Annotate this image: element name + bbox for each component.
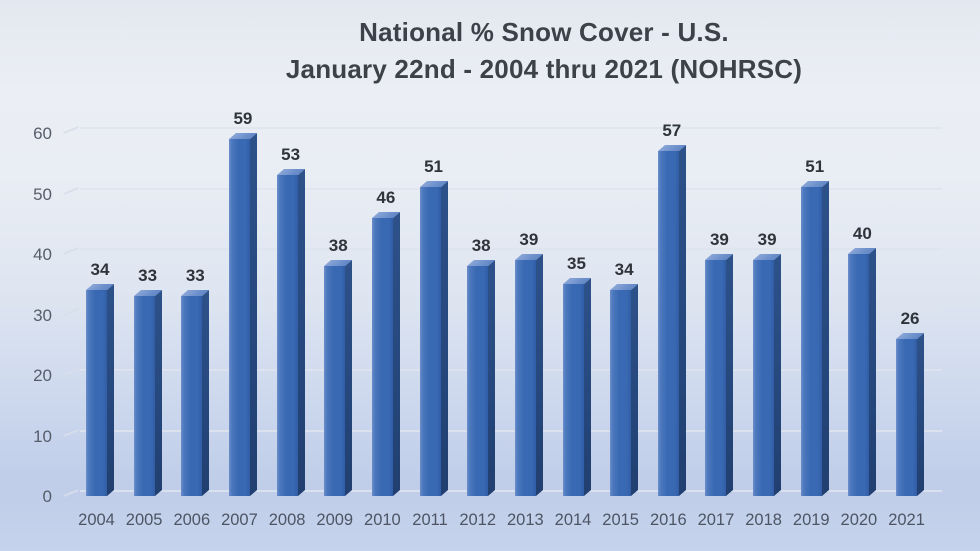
- bar-value-label: 53: [281, 145, 301, 165]
- chart-subtitle: January 22nd - 2004 thru 2021 (NOHRSC): [285, 54, 803, 84]
- bar-2019: [800, 181, 829, 496]
- bar-side-face: [249, 133, 257, 496]
- bar-value-label: 39: [709, 230, 729, 250]
- bar-value-label: 33: [138, 266, 158, 286]
- gridline-depth-stub: [63, 368, 79, 376]
- x-axis-tick-label: 2009: [316, 511, 354, 529]
- bar-2011: [419, 181, 448, 496]
- bar-side-face: [154, 290, 162, 496]
- bar-side-face: [345, 260, 353, 496]
- x-axis-tick-label: 2021: [888, 511, 925, 529]
- bar-side-face: [488, 260, 496, 496]
- x-axis-tick-label: 2018: [745, 511, 782, 529]
- gridline: [80, 369, 942, 371]
- bar-side-face: [726, 254, 734, 496]
- bar-side-face: [297, 169, 305, 496]
- bar-side-face: [869, 248, 877, 496]
- bar-side-face: [774, 254, 782, 496]
- bar-2018: [753, 254, 782, 496]
- bar-2006: [181, 290, 210, 496]
- x-axis-tick-label: 2012: [459, 511, 497, 529]
- bar-2017: [705, 254, 734, 496]
- y-axis-tick-label: 10: [33, 426, 52, 446]
- bar-value-label: 38: [471, 236, 491, 256]
- bar-2015: [610, 284, 639, 496]
- bar-value-label: 34: [90, 260, 110, 280]
- y-axis-tick-label: 40: [33, 245, 52, 264]
- gridline: [80, 127, 942, 129]
- gridline: [80, 248, 942, 250]
- gridline-depth-stub: [63, 428, 79, 437]
- bar-2021: [896, 332, 925, 496]
- x-axis-tick-label: 2020: [840, 511, 878, 529]
- bar-side-face: [535, 254, 543, 496]
- x-axis-tick-label: 2005: [125, 511, 163, 529]
- bar-2007: [228, 133, 257, 496]
- chart-title: National % Snow Cover - U.S.: [359, 17, 729, 47]
- gridline-depth-stub: [63, 126, 79, 134]
- bar-side-face: [107, 284, 114, 496]
- bar-side-face: [392, 211, 400, 496]
- bar-side-face: [583, 278, 591, 496]
- gridline-depth-stub: [63, 247, 79, 255]
- chart-title-block: National % Snow Cover - U.S. January 22n…: [0, 14, 980, 88]
- bar-2014: [562, 278, 591, 496]
- gridline-depth-stub: [63, 307, 79, 316]
- bar-2013: [514, 254, 543, 496]
- bar-2020: [848, 248, 877, 496]
- x-axis-tick-label: 2010: [364, 511, 401, 529]
- gridline: [80, 429, 942, 432]
- bar-2004: [86, 284, 115, 496]
- x-axis-tick-label: 2006: [173, 511, 211, 529]
- gridline: [80, 490, 942, 492]
- x-axis-tick-label: 2019: [792, 511, 830, 529]
- x-axis-tick-label: 2016: [649, 511, 687, 529]
- y-axis-tick-label: 0: [42, 487, 52, 506]
- bar-side-face: [821, 181, 829, 496]
- x-axis-tick-label: 2011: [412, 511, 448, 529]
- bar-2010: [371, 211, 400, 496]
- y-axis-tick-label: 30: [33, 305, 52, 325]
- bar-side-face: [917, 332, 925, 496]
- bar-value-label: 26: [900, 308, 920, 328]
- gridline-depth-stub: [63, 186, 79, 195]
- y-axis-tick-label: 20: [33, 366, 52, 385]
- bar-value-label: 51: [805, 157, 825, 177]
- gridline-depth-stub: [63, 489, 79, 497]
- bar-side-face: [440, 181, 448, 496]
- bar-value-label: 39: [757, 230, 777, 250]
- bar-value-label: 59: [233, 109, 253, 129]
- bar-value-label: 40: [852, 224, 872, 243]
- x-axis-tick-label: 2015: [602, 511, 639, 529]
- bar-side-face: [678, 145, 686, 496]
- bar-value-label: 51: [424, 157, 443, 177]
- gridline: [80, 308, 942, 311]
- bar-2008: [276, 169, 305, 496]
- x-axis-tick-label: 2013: [506, 511, 544, 529]
- bar-side-face: [631, 284, 639, 496]
- bar-2012: [467, 260, 496, 496]
- bar-value-label: 34: [614, 260, 634, 280]
- bar-2016: [657, 145, 686, 496]
- bar-side-face: [202, 290, 210, 496]
- bar-2009: [324, 260, 353, 496]
- x-axis-tick-label: 2007: [221, 511, 258, 529]
- x-axis-tick-label: 2017: [697, 511, 735, 529]
- bar-value-label: 38: [328, 236, 348, 256]
- gridline: [80, 187, 942, 190]
- bar-2005: [133, 290, 162, 496]
- x-axis-tick-label: 2008: [268, 511, 306, 529]
- x-axis-tick-label: 2004: [78, 511, 115, 529]
- bar-value-label: 39: [519, 230, 539, 250]
- bar-value-label: 35: [567, 254, 586, 274]
- y-axis-tick-label: 50: [33, 184, 52, 204]
- y-axis-tick-label: 60: [33, 124, 52, 143]
- x-axis-tick-label: 2014: [554, 511, 592, 529]
- bar-value-label: 46: [376, 187, 396, 207]
- bar-value-label: 33: [185, 266, 205, 286]
- bar-value-label: 57: [662, 121, 682, 141]
